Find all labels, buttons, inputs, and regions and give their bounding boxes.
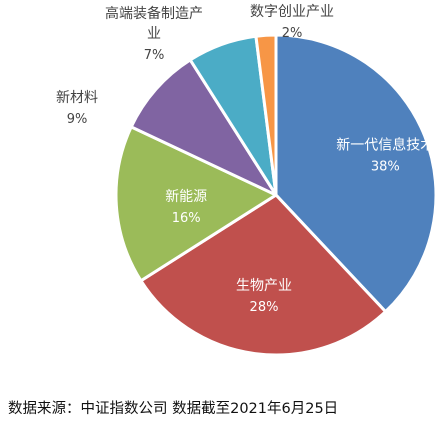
slice-label-slice-4: 新材料	[56, 90, 98, 106]
pie-slice-slice-4	[129, 58, 278, 197]
slice-value-slice-1: 38%	[371, 160, 400, 175]
pie-chart: 新一代信息技术 38% 生物产业 28% 新能源 16% 新材料 9% 高端装备制造产业 7% 数字…	[56, 4, 438, 357]
slice-label-slice-6: 数字创业产业	[250, 4, 334, 20]
pie-slice-slice-1	[274, 33, 438, 314]
slice-value-slice-4: 9%	[67, 112, 88, 127]
slice-value-slice-2: 28%	[250, 300, 279, 315]
pie-chart-svg: 新一代信息技术 38% 生物产业 28% 新能源 16% 新材料 9% 高端装备制造产业 7% 数字…	[56, 4, 438, 357]
pie-slice-slice-2	[139, 193, 388, 357]
pie-slice-slice-3	[114, 125, 278, 283]
slice-value-slice-5: 7%	[144, 48, 165, 63]
slice-value-slice-3: 16%	[172, 211, 201, 226]
slice-label-slice-5: 高端装备制造产业	[105, 5, 203, 42]
source-note: 数据来源：中证指数公司 数据截至2021年6月25日	[8, 401, 339, 417]
slice-label-slice-3: 新能源	[165, 189, 207, 205]
slice-label-slice-2: 生物产业	[236, 278, 292, 294]
slice-label-slice-1: 新一代信息技术	[336, 137, 434, 154]
pie-slice-slice-6	[254, 33, 278, 197]
slice-value-slice-6: 2%	[282, 26, 303, 41]
